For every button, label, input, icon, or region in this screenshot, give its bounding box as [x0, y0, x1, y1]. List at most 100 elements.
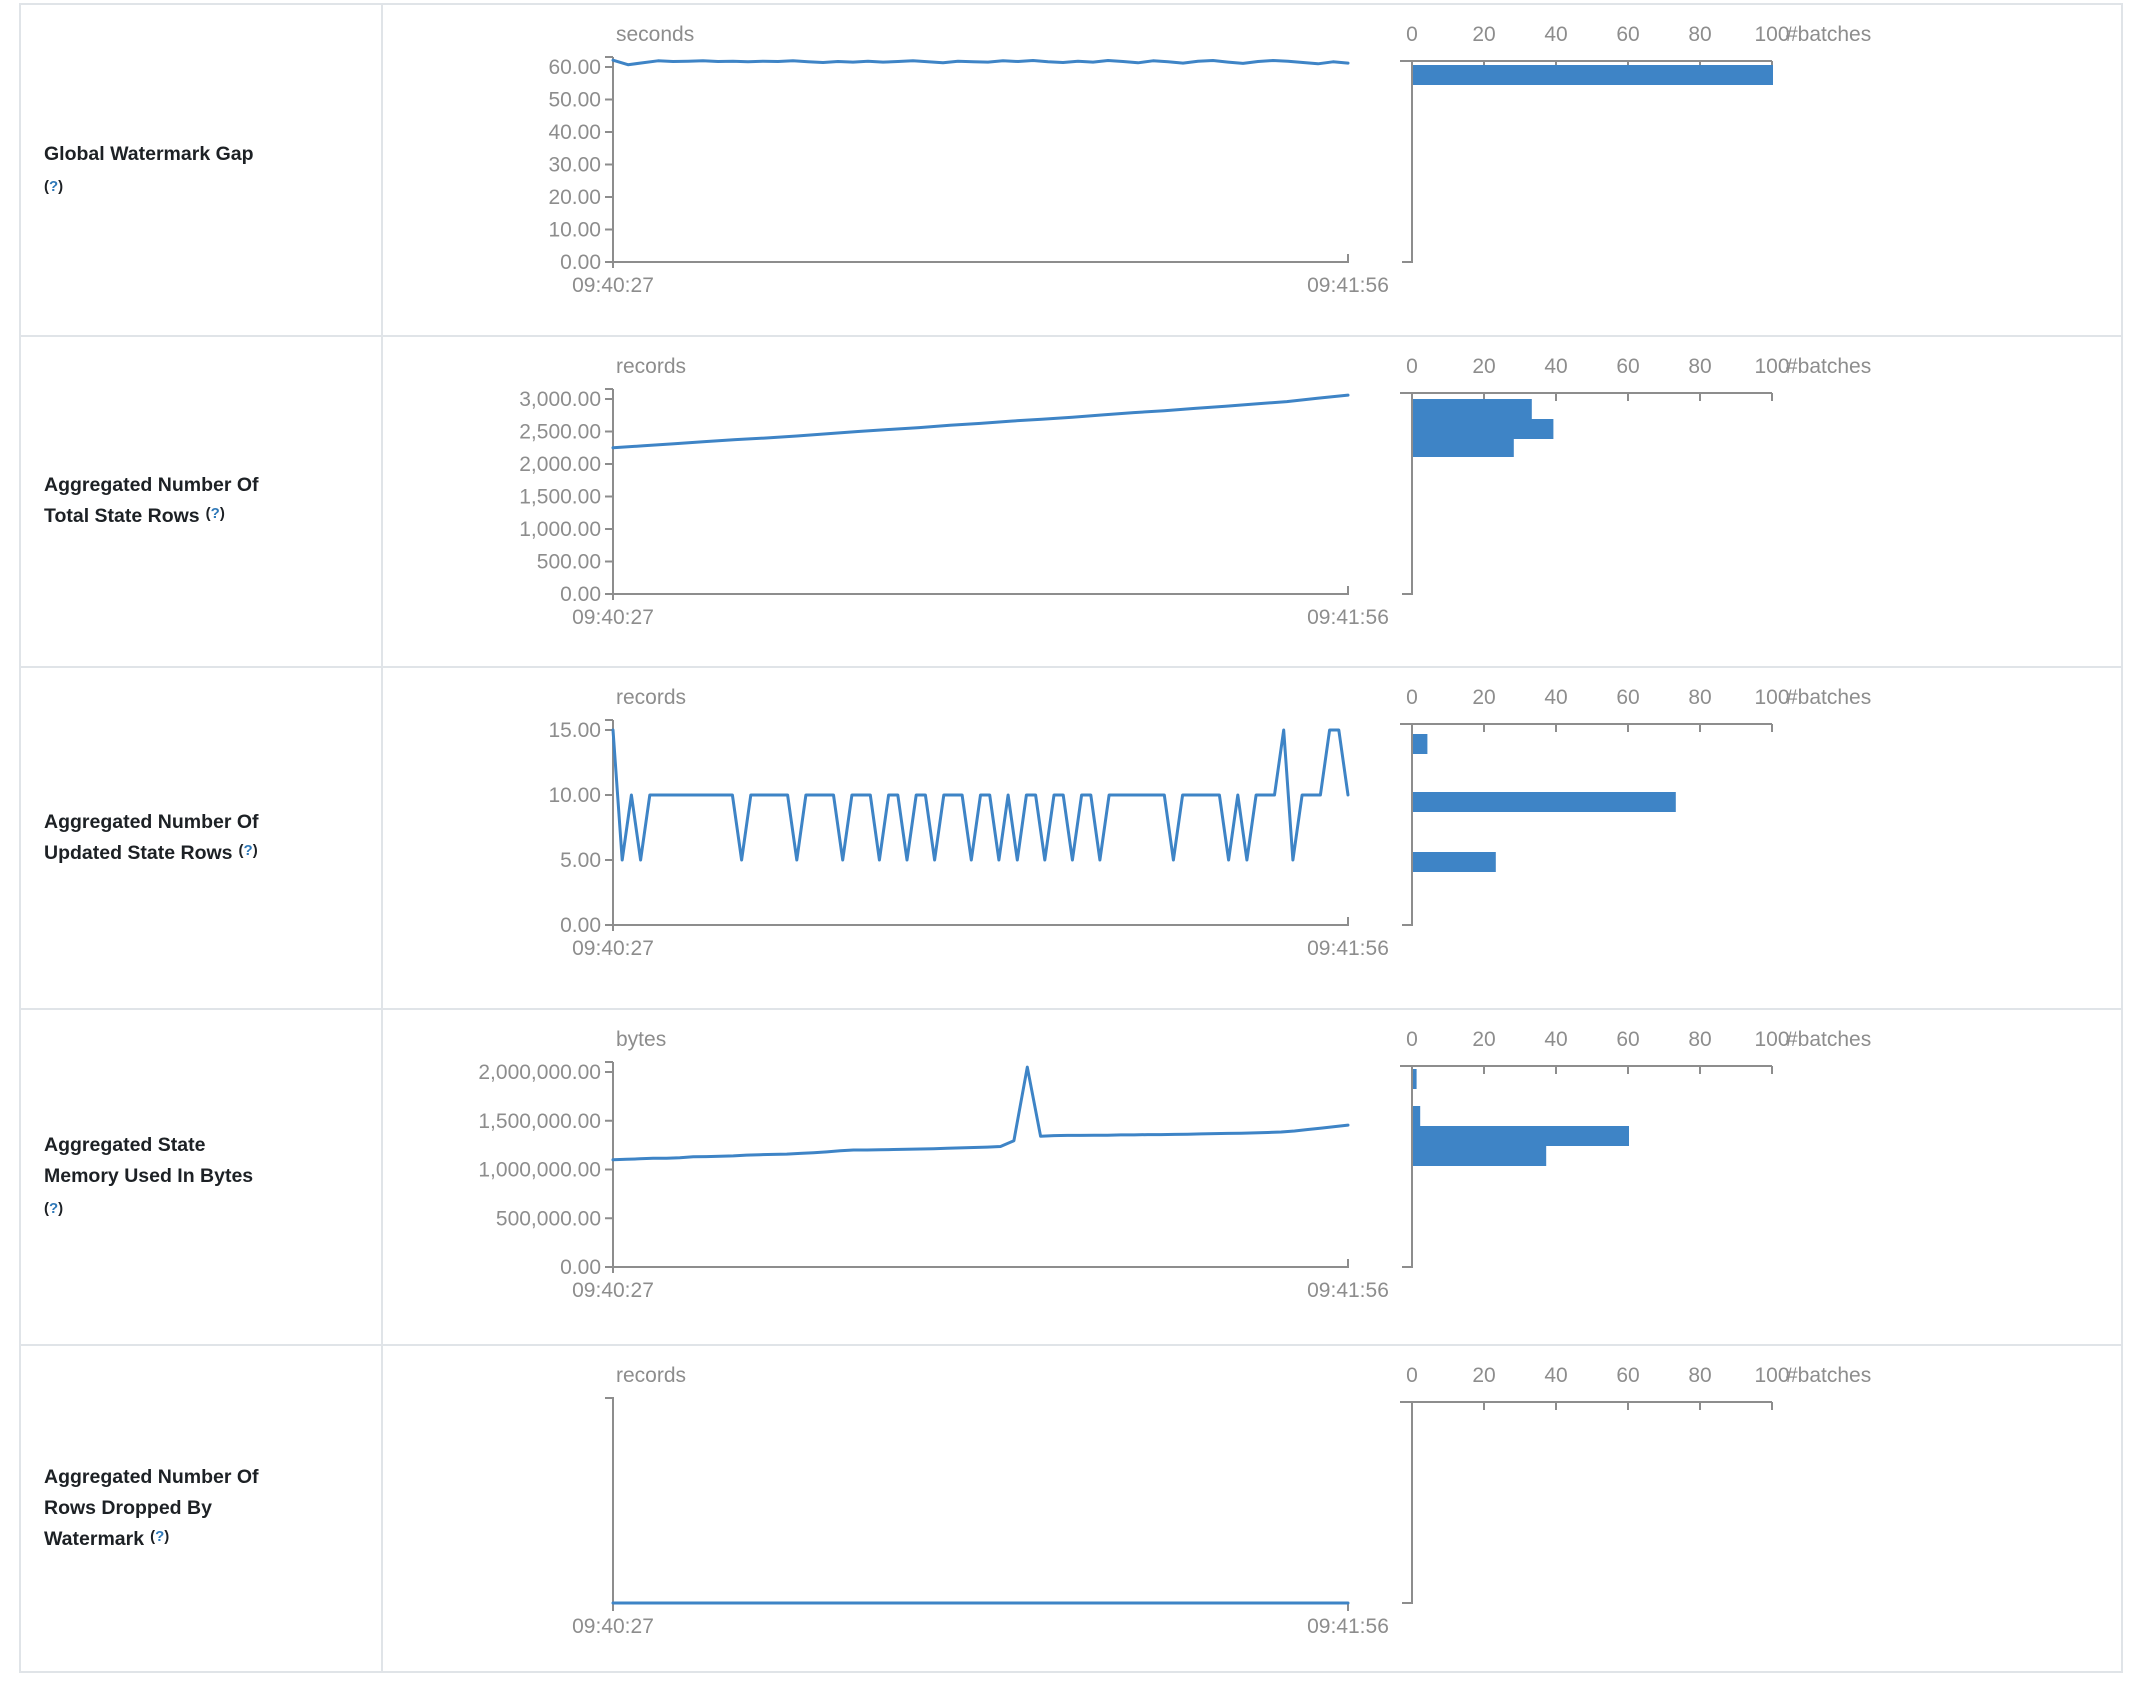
histogram-y-axis — [1402, 393, 1413, 595]
histogram-bar — [1413, 792, 1676, 812]
time-start-label: 09:40:27 — [572, 937, 654, 960]
histogram-bar — [1413, 399, 1532, 419]
timeline-series-line — [611, 728, 1350, 862]
time-end-label: 09:41:56 — [1307, 1279, 1389, 1302]
metric-label: Memory Used In Bytes — [44, 1165, 254, 1187]
timeline-unit-label: seconds — [616, 23, 694, 46]
help-icon[interactable]: (?) — [238, 841, 258, 859]
y-tick-label: 40.00 — [548, 121, 601, 144]
histogram-tick-label: 60 — [1616, 23, 1639, 46]
metric-label-cell: Aggregated Number Of Rows Dropped By Water… — [21, 1346, 383, 1671]
time-start-label: 09:40:27 — [572, 606, 654, 629]
histogram-tick-label: 60 — [1616, 1028, 1639, 1051]
histogram-unit-label: #batches — [1786, 686, 1871, 709]
histogram-tick-label: 40 — [1544, 1364, 1567, 1387]
histogram-y-axis — [1402, 724, 1413, 926]
histogram-tick-label: 80 — [1688, 686, 1711, 709]
time-end-label: 09:41:56 — [1307, 1615, 1389, 1638]
timeline-unit-label: records — [616, 1364, 686, 1387]
metric-label: Aggregated Number Of — [44, 1465, 259, 1488]
help-icon[interactable]: (?) — [150, 1527, 170, 1545]
charts-cell: records 3,000.00 2,500.00 2,000.00 1,500.00 1… — [383, 337, 2121, 666]
histogram-tick-label: 100 — [1754, 1028, 1789, 1051]
metric-label: Aggregated Number Of — [44, 474, 259, 496]
metric-label: Total State Rows (?) — [44, 505, 225, 527]
timeline-series-line — [611, 393, 1350, 450]
histogram-bar — [1413, 734, 1428, 754]
y-tick-label: 0.00 — [560, 1256, 601, 1279]
metric-row: Aggregated Number Of Updated State Rows (?… — [21, 668, 2121, 1010]
timeline-y-axis — [605, 56, 614, 268]
time-end-label: 09:41:56 — [1307, 937, 1389, 960]
y-tick-label: 60.00 — [548, 56, 601, 79]
timeline-x-axis — [613, 254, 1349, 263]
y-tick-label: 2,500.00 — [519, 421, 601, 444]
histogram-tick-label: 0 — [1406, 23, 1418, 46]
y-tick-label: 50.00 — [548, 89, 601, 112]
histogram-y-axis — [1402, 61, 1413, 263]
histogram-tick-label: 20 — [1472, 1364, 1495, 1387]
help-icon[interactable]: (?) — [44, 177, 64, 195]
metric-label-cell: Aggregated State Memory Used In Bytes (?) — [21, 1010, 383, 1344]
y-tick-label: 5.00 — [560, 849, 601, 872]
time-start-label: 09:40:27 — [572, 1279, 654, 1302]
timeline-unit-label: records — [616, 686, 686, 709]
timeline-x-axis — [613, 1259, 1349, 1268]
histogram-tick-label: 100 — [1754, 1364, 1789, 1387]
histogram-tick-label: 20 — [1472, 686, 1495, 709]
histogram-bar — [1413, 1106, 1421, 1126]
histogram-y-axis — [1402, 1402, 1413, 1604]
y-tick-label: 500,000.00 — [496, 1207, 601, 1230]
histogram-tick-label: 20 — [1472, 23, 1495, 46]
metric-label-cell: Global Watermark Gap (?) — [21, 5, 383, 335]
help-icon[interactable]: (?) — [205, 505, 225, 522]
y-tick-label: 10.00 — [548, 784, 601, 807]
timeline-unit-label: records — [616, 355, 686, 378]
y-tick-label: 0.00 — [560, 914, 601, 937]
charts-cell: bytes 2,000,000.00 1,500,000.00 1,000,000.0… — [383, 1010, 2121, 1344]
y-tick-label: 10.00 — [548, 219, 601, 242]
histogram-tick-label: 0 — [1406, 1028, 1418, 1051]
charts-cell: records 15.00 10.00 5.00 0.00 09:40:27 09:41:5… — [383, 668, 2121, 1008]
histogram-unit-label: #batches — [1786, 355, 1871, 378]
timeline-series-line — [611, 1065, 1350, 1162]
histogram-bar — [1413, 419, 1554, 439]
metric-help-line: (?) — [44, 170, 351, 202]
histogram-tick-label: 20 — [1472, 1028, 1495, 1051]
histogram-tick-label: 20 — [1472, 355, 1495, 378]
metric-row: Aggregated Number Of Total State Rows (?) r… — [21, 337, 2121, 668]
timeline-y-axis — [605, 1397, 614, 1603]
time-end-label: 09:41:56 — [1307, 606, 1389, 629]
histogram-tick-label: 80 — [1688, 1364, 1711, 1387]
histogram-y-axis — [1402, 1066, 1413, 1268]
histogram-tick-label: 40 — [1544, 686, 1567, 709]
help-icon[interactable]: (?) — [44, 1200, 64, 1217]
histogram-tick-label: 60 — [1616, 686, 1639, 709]
y-tick-label: 1,500,000.00 — [478, 1110, 601, 1133]
y-tick-label: 1,500.00 — [519, 486, 601, 509]
histogram-tick-label: 80 — [1688, 23, 1711, 46]
histogram-tick-label: 100 — [1754, 23, 1789, 46]
metric-label: Aggregated State — [44, 1134, 206, 1156]
histogram-unit-label: #batches — [1786, 23, 1871, 46]
y-tick-label: 500.00 — [537, 551, 601, 574]
seconds-timeline-and-histogram: seconds 60.00 50.00 40.00 30.00 20.00 10.00 0.0… — [548, 23, 1871, 297]
histogram-bar — [1413, 1146, 1547, 1166]
histogram-tick-label: 80 — [1688, 355, 1711, 378]
time-end-label: 09:41:56 — [1307, 274, 1389, 297]
records-timeline-and-histogram: records 09:40:27 09:41:56 0 20 40 60 80 100#batc… — [572, 1364, 1871, 1638]
y-tick-label: 1,000.00 — [519, 518, 601, 541]
time-start-label: 09:40:27 — [572, 1615, 654, 1638]
y-tick-label: 20.00 — [548, 186, 601, 209]
histogram-bar — [1413, 65, 1773, 85]
charts-cell: records 09:40:27 09:41:56 0 20 40 60 80 100 #batc… — [383, 1346, 2121, 1671]
histogram-tick-label: 40 — [1544, 355, 1567, 378]
y-tick-label: 1,000,000.00 — [478, 1159, 601, 1182]
y-tick-label: 2,000,000.00 — [478, 1061, 601, 1084]
histogram-tick-label: 40 — [1544, 23, 1567, 46]
metric-row: Aggregated State Memory Used In Bytes (?) b… — [21, 1010, 2121, 1346]
y-tick-label: 3,000.00 — [519, 388, 601, 411]
histogram-tick-label: 0 — [1406, 355, 1418, 378]
metric-label-cell: Aggregated Number Of Total State Rows (?) — [21, 337, 383, 666]
